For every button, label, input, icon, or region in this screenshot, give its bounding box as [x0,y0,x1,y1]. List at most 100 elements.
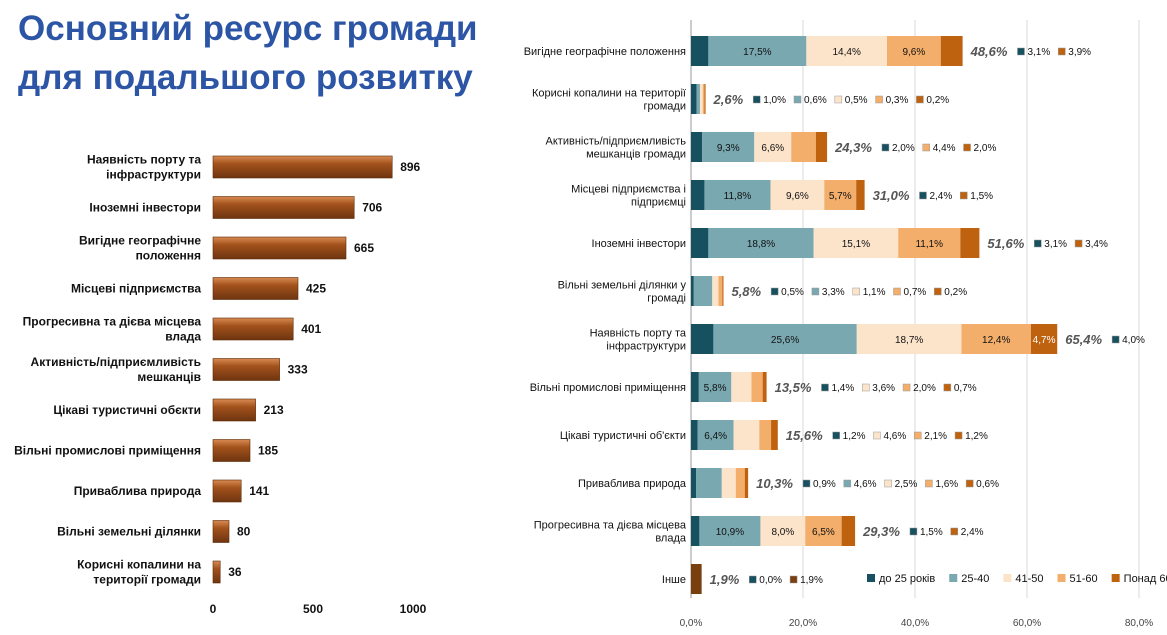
segment-label: 2,4% [961,527,984,538]
segment-label: 2,0% [913,383,936,394]
segment-label-swatch [752,95,761,104]
legend-swatch [1057,574,1066,582]
bar [212,196,355,219]
segment-label-swatch [909,527,918,536]
bar-segment [856,324,962,354]
segment-label: 0,6% [804,95,827,106]
segment-label: 1,5% [920,527,943,538]
segment-label-swatch [950,527,959,536]
data-label: 185 [258,444,278,458]
bar-segment [691,132,703,162]
bar-segment [691,468,697,498]
category-label: положення [136,249,201,263]
segment-label-swatch [963,143,971,152]
bar-segment [691,324,714,354]
category-label: Активність/підприємливість [546,136,687,148]
category-label: Прогресивна та дієва місцева [534,520,687,532]
data-label: 36 [228,565,242,579]
x-tick-label: 80,0% [1125,618,1153,629]
segment-label: 15,1% [842,239,870,250]
total-label: 1,9% [710,572,740,587]
category-label: влада [655,533,687,545]
bar-segment [699,516,761,546]
bar-segment [815,132,828,162]
segment-label-swatch [852,287,860,296]
data-label: 665 [354,241,374,255]
segment-label: 1,4% [831,383,854,394]
x-tick-label: 500 [303,602,323,616]
segment-label-swatch [1017,47,1025,56]
segment-label-swatch [902,383,911,392]
segment-label: 10,9% [716,527,744,538]
bar [212,277,299,300]
category-label: Цікаві туристичні обєкти [53,403,201,417]
segment-label: 6,6% [761,143,784,154]
bar [212,479,242,503]
data-label: 80 [237,525,251,539]
legend-swatch [867,574,875,582]
segment-label: 4,7% [1033,335,1056,346]
bar-segment [1030,324,1058,354]
bar [212,560,221,584]
segment-label: 2,1% [924,431,947,442]
category-label: Наявність порту та [590,328,687,340]
category-label: влада [165,330,201,344]
bar-segment [791,132,816,162]
bar-segment [770,180,825,210]
segment-label: 14,4% [833,47,861,58]
segment-label: 6,5% [812,527,835,538]
category-label: Інше [662,574,686,586]
segment-label: 1,9% [800,575,823,586]
segment-label: 0,3% [886,95,909,106]
bar-segment [762,372,767,402]
segment-label-swatch [875,95,883,104]
bar-segment [699,84,703,114]
segment-label: 25,6% [771,335,799,346]
bar-segment [691,372,699,402]
category-label: інфраструктури [106,168,201,182]
segment-label-swatch [843,479,852,488]
segment-label-swatch [862,383,870,392]
category-label: Вільні земельні ділянки у [558,280,687,292]
bar-segment [693,276,713,306]
bar-segment [813,228,899,258]
bar [212,155,393,179]
segment-label: 9,6% [902,47,925,58]
data-label: 896 [400,160,420,174]
segment-label-swatch [1034,239,1042,248]
segment-label-swatch [770,287,779,296]
bar-segment [760,516,806,546]
segment-label: 5,7% [829,191,852,202]
segment-label: 11,1% [915,239,943,250]
bar-segment [708,228,814,258]
legend-swatch [1003,574,1012,582]
segment-label-swatch [960,191,968,200]
bar-segment [960,228,980,258]
segment-label-swatch [802,479,811,488]
category-label: Вигідне географічне положення [524,46,686,58]
category-label: мешканців [137,370,201,384]
bar-segment [841,516,856,546]
segment-label-swatch [821,383,829,392]
legend-swatch [949,574,958,582]
bar-segment [805,516,842,546]
bar-segment [731,372,752,402]
bar-segment [691,36,709,66]
bar-segment [940,36,963,66]
category-label: Корисні копалини на території [532,88,686,100]
data-label: 333 [288,363,308,377]
bar-segment [696,468,722,498]
total-label: 15,6% [786,428,823,443]
data-label: 706 [362,201,382,215]
x-tick-label: 1000 [400,602,427,616]
bar-segment [704,180,771,210]
category-label: підприємці [631,197,686,209]
bar-segment [887,36,941,66]
segment-label: 1,0% [763,95,786,106]
segment-label: 2,4% [929,191,952,202]
category-label: громаді [647,293,686,305]
bar-segment [691,228,709,258]
segment-label: 4,6% [854,479,877,490]
segment-label-swatch [832,431,840,440]
segment-label: 1,6% [935,479,958,490]
